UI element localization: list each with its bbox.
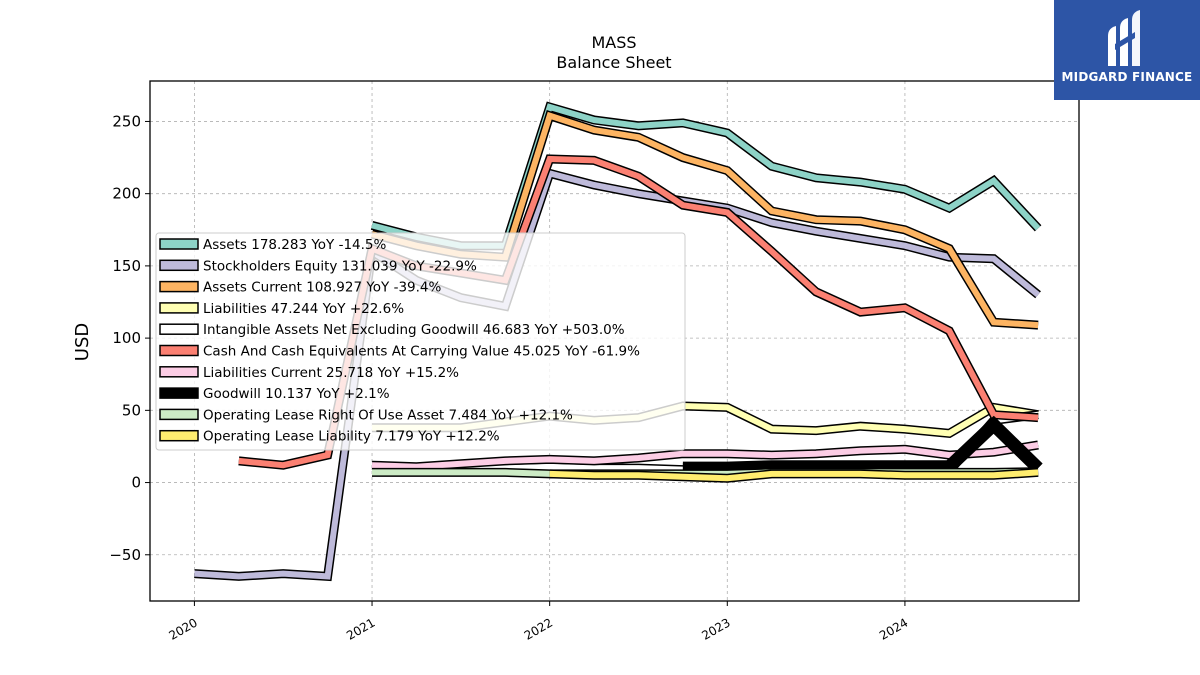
midgard-logo-icon <box>1108 10 1140 66</box>
legend-swatch <box>159 366 199 378</box>
series-stockholders-equity <box>194 167 1041 582</box>
y-tick-label: 250 <box>112 112 141 130</box>
legend-label: Assets 178.283 YoY -14.5% <box>203 237 387 253</box>
legend-label: Goodwill 10.137 YoY +2.1% <box>203 386 390 402</box>
legend-item: Operating Lease Liability 7.179 YoY +12.… <box>159 429 500 445</box>
legend-label: Stockholders Equity 131.039 YoY -22.9% <box>203 258 477 274</box>
brand-logo: MIDGARD FINANCE <box>1054 0 1200 100</box>
legend-swatch <box>159 302 199 314</box>
legend-label: Liabilities Current 25.718 YoY +15.2% <box>203 365 459 381</box>
series-goodwill <box>682 415 1043 475</box>
y-tick-label: −50 <box>109 546 141 564</box>
series-line <box>371 442 1039 470</box>
legend-item: Goodwill 10.137 YoY +2.1% <box>159 386 390 402</box>
legend-item: Intangible Assets Net Excluding Goodwill… <box>159 322 625 338</box>
legend-swatch <box>159 323 199 335</box>
legend-swatch <box>159 344 199 357</box>
series-line <box>194 169 1040 580</box>
legend-label: Operating Lease Right Of Use Asset 7.484… <box>203 407 573 423</box>
y-tick-label: 100 <box>112 329 141 347</box>
y-tick-label: 150 <box>112 257 141 275</box>
logo-text: MIDGARD FINANCE <box>1061 70 1193 84</box>
legend-box <box>155 232 686 451</box>
legend-item: Cash And Cash Equivalents At Carrying Va… <box>159 344 640 360</box>
chart-title: MASS <box>591 33 636 52</box>
plot-frame <box>149 80 1080 602</box>
legend-swatch <box>159 259 199 272</box>
series-line <box>682 417 1042 474</box>
legend-item: Assets 178.283 YoY -14.5% <box>159 237 387 253</box>
series-liabilities-current <box>371 440 1039 472</box>
legend-label: Operating Lease Liability 7.179 YoY +12.… <box>203 429 500 445</box>
legend-swatch <box>159 429 199 442</box>
legend-label: Assets Current 108.927 YoY -39.4% <box>203 280 442 296</box>
y-tick-label: 200 <box>112 185 141 203</box>
y-tick-label: 0 <box>131 474 141 492</box>
legend-label: Cash And Cash Equivalents At Carrying Va… <box>203 344 640 360</box>
series-operating-lease-liability <box>549 467 1039 483</box>
legend-item: Stockholders Equity 131.039 YoY -22.9% <box>159 258 477 274</box>
legend-swatch <box>159 238 199 250</box>
series-line <box>549 469 1039 482</box>
legend-swatch <box>159 408 199 421</box>
legend-item: Liabilities Current 25.718 YoY +15.2% <box>159 365 459 381</box>
legend-swatch <box>159 387 199 399</box>
legend-label: Intangible Assets Net Excluding Goodwill… <box>203 322 625 338</box>
legend: Assets 178.283 YoY -14.5% Stockholders Eq… <box>155 232 686 451</box>
legend-item: Assets Current 108.927 YoY -39.4% <box>159 280 442 296</box>
y-axis-label: USD <box>72 323 93 361</box>
legend-swatch <box>159 280 199 293</box>
legend-item: Operating Lease Right Of Use Asset 7.484… <box>159 407 573 423</box>
y-tick-label: 50 <box>122 401 141 419</box>
legend-label: Liabilities 47.244 YoY +22.6% <box>203 301 404 317</box>
chart-subtitle: Balance Sheet <box>556 53 671 72</box>
legend-item: Liabilities 47.244 YoY +22.6% <box>159 301 404 317</box>
